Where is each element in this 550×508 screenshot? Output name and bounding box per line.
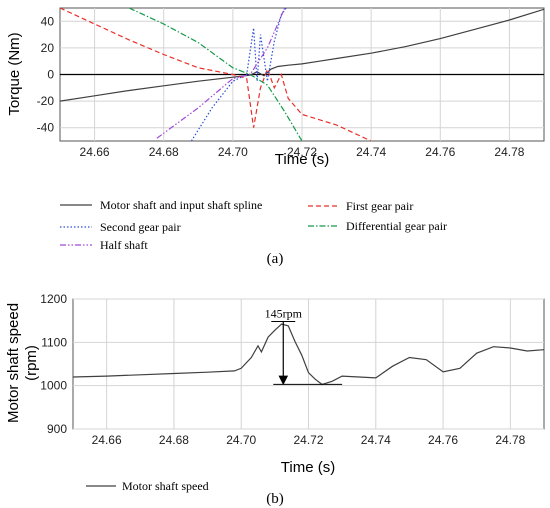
chart-a-caption: (a) [267,251,284,267]
chart-b-xtick-label: 24.72 [293,433,323,447]
chart-a-series-first-gear-pair [60,8,372,141]
chart-a-series-motor-shaft-and-input-shaft-spline [60,8,544,102]
chart-b-xtick-label: 24.74 [361,433,391,447]
chart-a-ytick-label: -20 [37,94,55,108]
chart-b-ytick-label: 900 [47,422,67,436]
chart-a-series-half-shaft [156,8,286,139]
chart-b-annotation: 145rpm [265,307,343,386]
chart-b-xtick-label: 24.68 [159,433,189,447]
chart-a-xtick-label: 24.66 [80,145,110,159]
chart-b-xtick-label: 24.78 [495,433,525,447]
chart-b-xtick-label: 24.70 [226,433,256,447]
chart-a-xtick-label: 24.72 [287,145,317,159]
chart-b-xtick-label: 24.66 [92,433,122,447]
chart-b-ytick-label: 1100 [41,335,67,349]
legend-label-first-gear: First gear pair [346,199,413,213]
chart-a-xtick-label: 24.70 [218,145,248,159]
chart-b-ytick-label: 1000 [40,379,67,393]
legend-label-motor-speed: Motor shaft speed [122,479,209,493]
chart-b-ytick-label: 1200 [40,292,67,306]
chart-b-series [73,323,544,386]
chart-b-series-motor-shaft-speed [73,323,544,386]
chart-a-ylabel: Torque (Nm) [6,32,23,115]
chart-a-xlabel: Time (s) [275,151,329,168]
chart-b-legend: Motor shaft speed [86,479,209,493]
chart-b: 145rpm 24.66 24.68 24.70 24.72 24.74 24.76 24.… [5,292,545,507]
chart-b-ylabel-line1: Motor shaft speed [5,303,22,423]
chart-b-xlabel: Time (s) [281,459,335,476]
chart-b-xtick-label: 24.76 [428,433,458,447]
chart-b-ylabel-line2: (rpm) [23,345,40,381]
chart-a-ytick-label: 40 [41,14,55,28]
legend-label-motor-shaft: Motor shaft and input shaft spline [100,198,262,212]
chart-a-series [60,8,544,141]
chart-a-xtick-label: 24.74 [356,145,386,159]
chart-a-ytick-label: 0 [47,68,54,82]
chart-a-series-differential-gear-pair [128,8,303,141]
chart-a-ticks: 24.66 24.68 24.70 24.72 24.74 24.76 24.78 -40 -2… [37,14,525,159]
chart-b-ticks: 24.66 24.68 24.70 24.72 24.74 24.76 24.78 900 10… [40,292,525,447]
chart-a-xtick-label: 24.76 [425,145,455,159]
chart-a-legend: Motor shaft and input shaft spline First… [60,198,447,252]
chart-a-ytick-label: 20 [41,41,55,55]
chart-a-grid [60,8,544,141]
chart-a-xtick-label: 24.78 [494,145,524,159]
chart-a-xtick-label: 24.68 [149,145,179,159]
annotation-label: 145rpm [265,307,303,321]
chart-a: 24.66 24.68 24.70 24.72 24.74 24.76 24.78 -40 -2… [6,7,545,267]
legend-label-differential: Differential gear pair [346,219,447,233]
chart-b-grid [73,298,544,430]
legend-label-second-gear: Second gear pair [100,220,181,234]
chart-b-caption: (b) [266,491,284,507]
chart-a-ytick-label: -40 [37,121,55,135]
legend-label-half-shaft: Half shaft [100,238,148,252]
